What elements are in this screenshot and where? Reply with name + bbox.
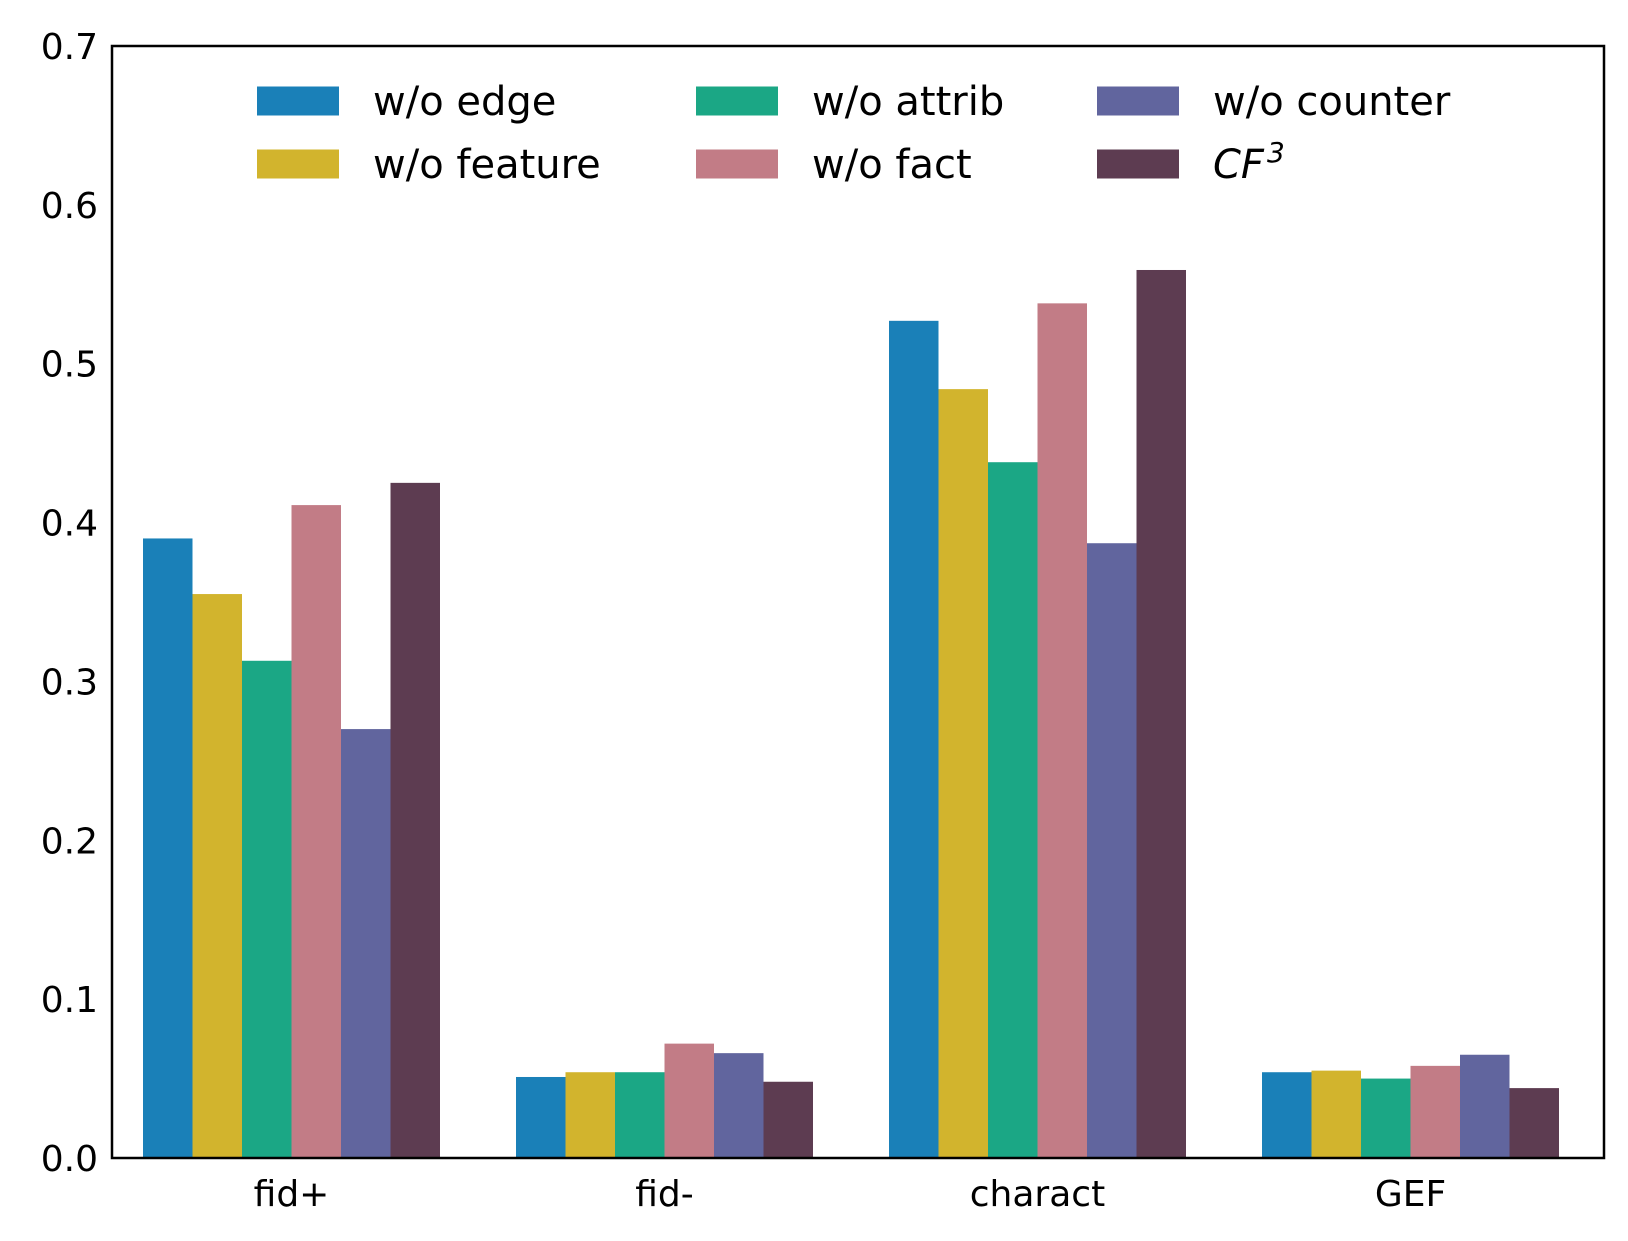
bar-GEF-cf xyxy=(1509,1088,1559,1158)
y-tick-label: 0.3 xyxy=(41,662,98,703)
bar-charact-w-o-feature xyxy=(938,389,988,1158)
bar-fid-w-o-attrib xyxy=(242,660,292,1158)
bar-fid-w-o-fact xyxy=(291,505,341,1158)
x-tick-label: fid- xyxy=(635,1174,694,1215)
y-tick-label: 0.6 xyxy=(41,186,98,227)
legend-swatch xyxy=(696,86,778,116)
y-tick-label: 0.4 xyxy=(41,504,98,545)
x-tick-label: charact xyxy=(970,1174,1105,1215)
y-tick-label: 0.2 xyxy=(41,821,98,862)
legend-label: w/o feature xyxy=(373,142,601,188)
legend-label-text: w/o fact xyxy=(812,142,972,188)
bar-GEF-w-o-edge xyxy=(1262,1072,1312,1158)
legend-swatch xyxy=(257,86,339,116)
y-tick-label: 0.1 xyxy=(41,980,98,1021)
legend: w/o edge w/o feature w/o attrib w/o fact w/o… xyxy=(257,79,1451,188)
bar-fid-cf xyxy=(390,482,440,1158)
legend-label: w/o edge xyxy=(373,79,556,125)
y-tick-label: 0.5 xyxy=(41,345,98,386)
bar-fid-w-o-feature xyxy=(565,1072,615,1158)
legend-label: w/o attrib xyxy=(812,79,1004,125)
legend-swatch xyxy=(1097,149,1179,179)
legend-label: w/o counter xyxy=(1213,79,1451,125)
bar-GEF-w-o-counter xyxy=(1460,1054,1510,1158)
legend-label-text: CF xyxy=(1213,142,1265,188)
y-axis: 0.0 0.1 0.2 0.3 0.4 0.5 0.6 0.7 xyxy=(41,27,98,1180)
bar-fid-cf xyxy=(763,1081,813,1158)
bar-fid-w-o-feature xyxy=(192,594,242,1158)
x-axis: fid+ fid-charact GEF xyxy=(254,1174,1447,1215)
bar-fid-w-o-attrib xyxy=(615,1072,665,1158)
bar-charact-w-o-edge xyxy=(889,320,939,1158)
bar-fid-w-o-counter xyxy=(714,1053,764,1158)
bar-fid-w-o-counter xyxy=(341,729,391,1158)
bar-GEF-w-o-feature xyxy=(1311,1070,1361,1158)
bar-fid-w-o-fact xyxy=(664,1043,714,1158)
legend-label-text: w/o counter xyxy=(1213,79,1451,125)
x-tick-label: GEF xyxy=(1375,1174,1446,1215)
legend-swatch xyxy=(1097,86,1179,116)
bar-GEF-w-o-attrib xyxy=(1361,1078,1411,1158)
bars-group xyxy=(143,269,1559,1159)
bar-charact-w-o-attrib xyxy=(988,462,1038,1159)
legend-swatch xyxy=(696,149,778,179)
bar-charact-w-o-counter xyxy=(1087,543,1137,1158)
bar-fid-w-o-edge xyxy=(143,538,193,1158)
bar-GEF-w-o-fact xyxy=(1410,1065,1460,1158)
legend-label-text: w/o attrib xyxy=(812,79,1004,125)
x-tick-label: fid+ xyxy=(254,1174,330,1215)
legend-label-text: w/o feature xyxy=(373,142,601,188)
bar-charact-cf xyxy=(1136,269,1186,1158)
y-tick-label: 0.0 xyxy=(41,1139,98,1180)
plot-frame xyxy=(110,44,1606,1160)
legend-label-text: w/o edge xyxy=(373,79,556,125)
legend-label: w/o fact xyxy=(812,142,972,188)
legend-swatch xyxy=(257,149,339,179)
legend-label: CF 3 xyxy=(1213,136,1285,188)
legend-label-superscript: 3 xyxy=(1267,136,1285,169)
y-tick-label: 0.7 xyxy=(41,27,98,68)
bar-charact-w-o-fact xyxy=(1037,303,1087,1158)
bar-fid-w-o-edge xyxy=(516,1076,566,1158)
